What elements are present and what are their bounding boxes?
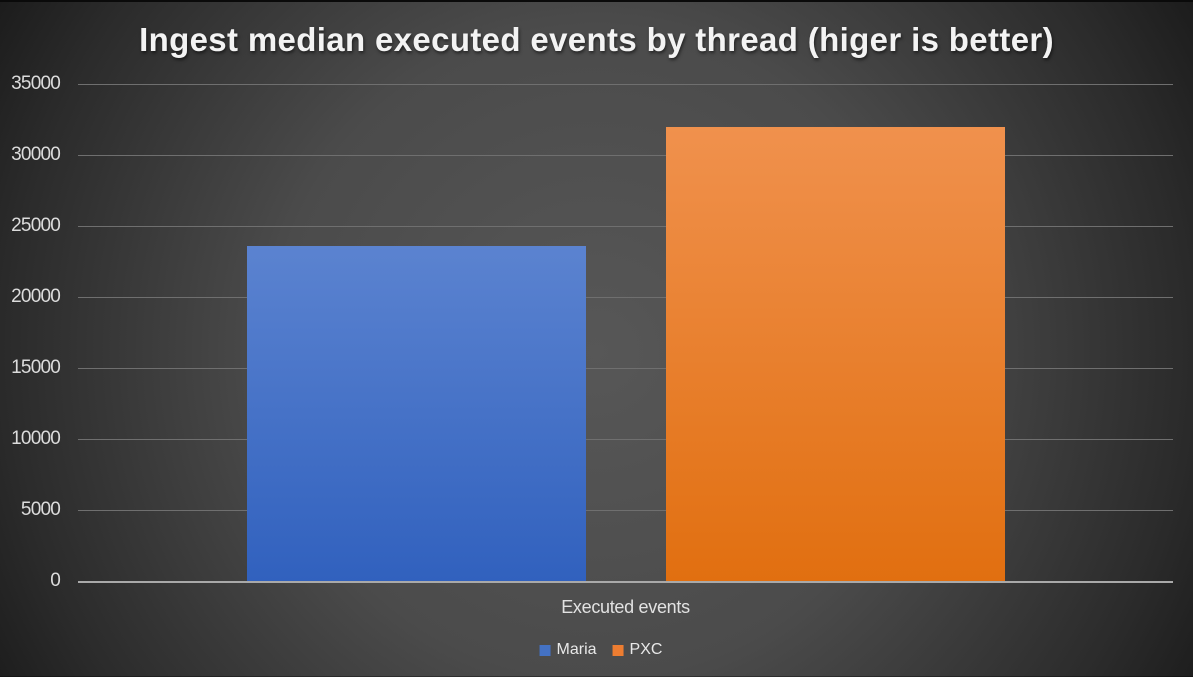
legend-item-maria: Maria — [539, 641, 597, 658]
y-tick-label-10000: 10000 — [11, 427, 61, 449]
y-tick-label-25000: 25000 — [11, 214, 61, 236]
legend-label-pxc: PXC — [629, 641, 663, 658]
legend: Maria PXC — [539, 641, 663, 658]
legend-swatch-pxc — [612, 644, 624, 656]
y-tick-label-20000: 20000 — [11, 285, 61, 307]
gridline-25000 — [78, 225, 1173, 227]
gridline-20000 — [78, 296, 1173, 298]
bar-maria — [247, 246, 586, 582]
slide-top-edge — [0, 0, 1193, 2]
y-tick-label-30000: 30000 — [11, 143, 61, 165]
gridline-10000 — [78, 438, 1173, 440]
legend-item-pxc: PXC — [612, 641, 663, 658]
gridline-30000 — [78, 154, 1173, 156]
x-axis-line — [78, 580, 1173, 583]
legend-swatch-maria — [539, 644, 551, 656]
gridline-35000 — [78, 83, 1173, 85]
bar-pxc — [666, 126, 1005, 582]
legend-label-maria: Maria — [556, 641, 597, 658]
x-axis-title: Executed events — [561, 597, 690, 617]
y-tick-label-5000: 5000 — [20, 498, 61, 520]
gridline-15000 — [78, 367, 1173, 369]
y-tick-label-0: 0 — [50, 570, 61, 591]
y-tick-label-35000: 35000 — [11, 72, 61, 94]
chart-title: Ingest median executed events by thread … — [139, 21, 1054, 58]
y-tick-label-15000: 15000 — [11, 356, 61, 378]
gridline-5000 — [78, 509, 1173, 511]
